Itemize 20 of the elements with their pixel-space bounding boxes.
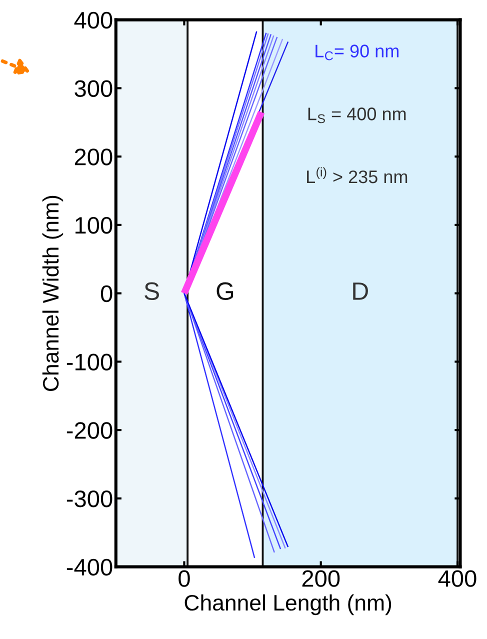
y-tick-label: -200 bbox=[66, 422, 112, 439]
y-tick-label: -100 bbox=[66, 354, 112, 370]
y-tick-label: 400 bbox=[74, 12, 112, 29]
x-tick-label: 400 bbox=[438, 570, 476, 587]
y-axis-title: Channel Width (nm) bbox=[42, 196, 64, 391]
x-tick-label: 200 bbox=[302, 570, 340, 587]
y-tick-label: 100 bbox=[76, 216, 112, 234]
band-label: S bbox=[144, 282, 159, 300]
band-label: G bbox=[216, 282, 234, 300]
annotation: L$^{(i)}$ > 235 nm bbox=[307, 167, 408, 184]
y-tick-label: 0 bbox=[100, 285, 112, 302]
y-tick-label: 300 bbox=[74, 80, 112, 97]
x-tick-label: 0 bbox=[178, 570, 190, 587]
x-axis-title: Channel Length (nm) bbox=[184, 594, 392, 616]
annotation: L$_{S}$ = 400 nm bbox=[308, 108, 406, 124]
y-tick-label: 200 bbox=[74, 148, 112, 166]
band-label: D bbox=[353, 282, 368, 300]
annotation: L$_{C}$= 90 nm bbox=[316, 44, 398, 60]
y-tick-label: -400 bbox=[66, 558, 112, 576]
y-tick-label: -300 bbox=[66, 490, 112, 508]
